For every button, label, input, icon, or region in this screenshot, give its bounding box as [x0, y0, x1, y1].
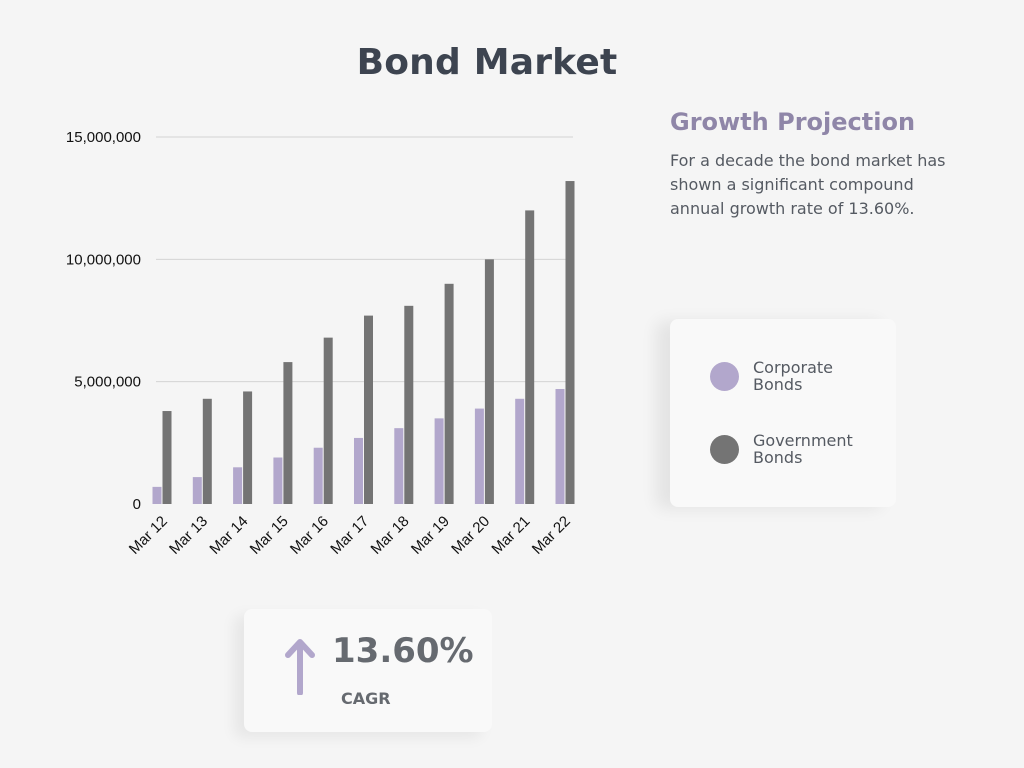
- y-tick-label: 5,000,000: [74, 374, 141, 391]
- legend-swatch-corporate: [710, 361, 739, 391]
- x-tick-label: Mar 19: [408, 513, 453, 558]
- bar-corporate: [555, 389, 565, 504]
- x-tick-label: Mar 15: [247, 513, 292, 558]
- bar-government: [364, 315, 373, 504]
- y-tick-label: 0: [133, 496, 141, 513]
- bar-corporate: [233, 467, 243, 504]
- bar-corporate: [354, 437, 363, 504]
- legend-item-corporate-bonds: Corporate Bonds: [710, 359, 863, 393]
- arrow-up-icon: [285, 639, 315, 695]
- chart-bars: [152, 181, 575, 505]
- x-tick-label: Mar 13: [166, 513, 211, 558]
- x-tick-label: Mar 21: [488, 513, 533, 558]
- bar-corporate: [515, 398, 525, 504]
- bar-government: [404, 305, 414, 504]
- bar-corporate: [394, 428, 404, 504]
- x-tick-label: Mar 16: [287, 513, 332, 558]
- bar-corporate: [192, 477, 202, 504]
- bar-government: [323, 337, 333, 504]
- bar-government: [484, 259, 494, 504]
- bar-government: [243, 391, 253, 504]
- y-axis-ticks: 0 5,000,000 10,000,000 15,000,000: [66, 129, 141, 513]
- bar-government: [202, 398, 212, 504]
- bar-government: [565, 181, 575, 505]
- cagr-value: 13.60%: [332, 631, 474, 671]
- bar-government: [444, 283, 454, 504]
- y-tick-label: 15,000,000: [66, 129, 141, 146]
- bar-corporate: [313, 447, 323, 504]
- x-tick-label: Mar 18: [368, 513, 413, 558]
- bar-corporate: [434, 418, 444, 504]
- legend-swatch-government: [710, 434, 739, 464]
- bar-corporate: [474, 408, 484, 504]
- bar-corporate: [273, 457, 283, 504]
- bar-government: [525, 210, 535, 504]
- legend-item-government-bonds: Government Bonds: [710, 432, 863, 466]
- bar-government: [162, 411, 172, 504]
- y-tick-label: 10,000,000: [66, 251, 141, 268]
- chart-legend: Corporate Bonds Government Bonds: [670, 319, 896, 507]
- x-tick-label: Mar 17: [327, 513, 372, 558]
- growth-projection-heading: Growth Projection: [670, 108, 916, 136]
- cagr-card: 13.60% CAGR: [244, 609, 492, 732]
- x-tick-label: Mar 12: [126, 513, 171, 558]
- page-title: Bond Market: [356, 42, 618, 83]
- cagr-label: CAGR: [341, 689, 391, 708]
- bar-corporate: [152, 486, 162, 504]
- legend-label: Government Bonds: [753, 431, 853, 467]
- x-tick-label: Mar 14: [206, 513, 251, 558]
- growth-projection-text: For a decade the bond market has shown a…: [670, 151, 946, 218]
- legend-label: Corporate Bonds: [753, 358, 833, 394]
- bar-government: [283, 362, 293, 504]
- x-tick-label: Mar 22: [529, 513, 574, 558]
- x-tick-label: Mar 20: [448, 513, 493, 558]
